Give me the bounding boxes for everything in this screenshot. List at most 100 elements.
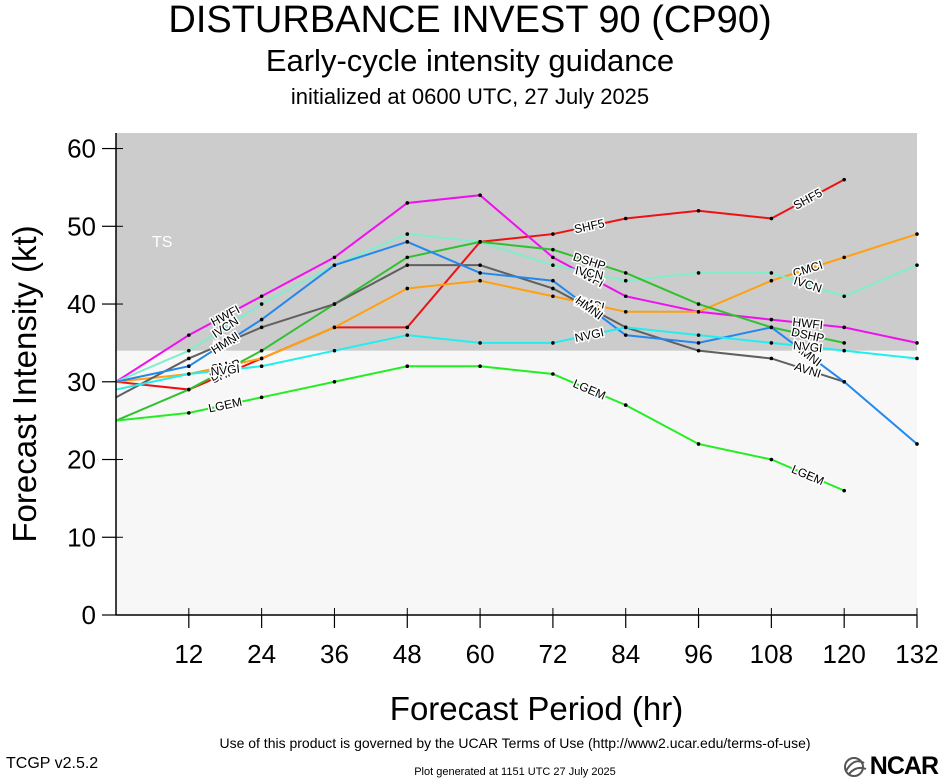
y-tick-label: 50: [67, 211, 96, 241]
ncar-swirl-icon: [843, 757, 867, 777]
data-point: [187, 364, 191, 369]
x-tick-label: 36: [320, 639, 349, 669]
data-point: [405, 333, 410, 337]
y-axis-title: Forecast Intensity (kt): [6, 225, 43, 542]
x-tick-label: 24: [247, 639, 276, 669]
series-label: NVGI: [791, 337, 825, 357]
x-tick-label: 72: [538, 639, 567, 669]
data-point: [187, 356, 191, 361]
svg-text:NVGI: NVGI: [210, 362, 241, 379]
data-point: [623, 325, 628, 330]
y-tick-label: 0: [82, 600, 96, 630]
series-labels: SHF5SHF5SHF5HWFIHWFIHWFICMCICMCICMCIIVCN…: [206, 184, 828, 490]
y-tick-label: 30: [67, 367, 96, 397]
x-axis-title: Forecast Period (hr): [390, 690, 683, 727]
data-point: [405, 255, 410, 260]
data-point: [769, 356, 774, 361]
data-point: [259, 294, 264, 299]
data-point: [332, 348, 337, 353]
data-point: [696, 333, 701, 337]
data-point: [551, 341, 555, 345]
data-point: [259, 325, 264, 330]
series-line: [115, 194, 918, 383]
chart-title: DISTURBANCE INVEST 90 (CP90): [168, 0, 772, 41]
series-line: [115, 233, 918, 383]
data-point: [332, 302, 337, 306]
data-point: [551, 263, 555, 267]
data-point: [696, 208, 701, 213]
x-tick-label: 12: [174, 639, 203, 669]
data-point: [696, 302, 701, 306]
data-point: [551, 294, 555, 299]
data-point: [551, 232, 555, 236]
data-point: [187, 387, 191, 392]
data-point: [696, 341, 701, 345]
data-point: [696, 442, 701, 446]
x-tick-label: 96: [684, 639, 713, 669]
data-point: [478, 341, 482, 345]
data-point: [187, 333, 191, 337]
series-line: [115, 240, 918, 445]
ncar-logo: NCAR: [840, 752, 939, 780]
data-point: [332, 255, 337, 260]
x-tick-label: 120: [822, 639, 865, 669]
data-point: [915, 442, 919, 446]
data-point: [696, 348, 701, 353]
data-point: [259, 395, 264, 400]
chart-subtitle: Early-cycle intensity guidance: [265, 43, 675, 78]
data-point: [842, 255, 846, 260]
data-point: [769, 341, 774, 345]
data-point: [405, 263, 410, 267]
data-point: [259, 317, 264, 322]
data-point: [332, 325, 337, 330]
series-label: NVGI: [208, 360, 242, 380]
data-point: [478, 240, 482, 244]
x-tick-label: 132: [895, 639, 938, 669]
data-point: [332, 263, 337, 267]
data-point: [187, 372, 191, 376]
data-point: [842, 488, 846, 493]
svg-text:HWFI: HWFI: [792, 315, 824, 332]
data-point: [769, 317, 774, 322]
data-point: [623, 333, 628, 337]
data-point: [623, 294, 628, 299]
data-point: [842, 325, 846, 330]
data-point: [769, 325, 774, 330]
data-point: [187, 348, 191, 353]
data-point: [259, 348, 264, 353]
data-point: [478, 271, 482, 275]
axes: 0 10 20 30 40 50 60 12 24 36 48 60 72 84 96 108 120 132 Fo…: [6, 133, 939, 727]
data-point: [478, 364, 482, 369]
data-point: [623, 278, 628, 283]
y-tick-label: 20: [67, 445, 96, 475]
data-point: [259, 364, 264, 369]
data-point: [332, 379, 337, 384]
y-tick-label: 40: [67, 289, 96, 319]
data-point: [915, 263, 919, 267]
data-point: [623, 403, 628, 407]
terms-of-use: Use of this product is governed by the U…: [219, 735, 811, 751]
series-lines: [115, 177, 919, 493]
series-line: [115, 326, 918, 391]
data-point: [405, 240, 410, 244]
data-point: [405, 286, 410, 291]
band-label: TS: [152, 234, 172, 251]
x-tick-label: 48: [393, 639, 422, 669]
intensity-band: [116, 133, 917, 351]
data-point: [842, 294, 846, 299]
data-point: [405, 325, 410, 330]
version-label: TCGP v2.5.2: [6, 755, 99, 772]
data-point: [696, 271, 701, 275]
data-point: [551, 278, 555, 283]
data-point: [623, 216, 628, 221]
data-point: [769, 216, 774, 221]
data-point: [551, 372, 555, 376]
plot-generated-time: Plot generated at 1151 UTC 27 July 2025: [414, 766, 616, 778]
data-point: [551, 255, 555, 260]
x-tick-label: 60: [466, 639, 495, 669]
plot-background: TS: [116, 133, 917, 615]
svg-text:NVGI: NVGI: [792, 338, 823, 355]
data-point: [405, 201, 410, 205]
data-point: [842, 177, 846, 182]
